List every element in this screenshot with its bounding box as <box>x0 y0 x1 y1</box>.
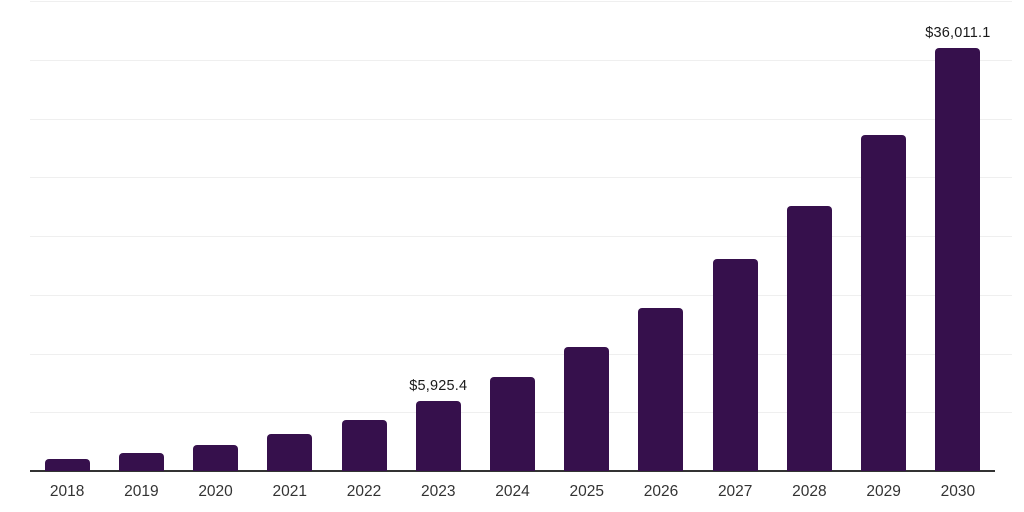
bar-2027[interactable] <box>712 259 758 471</box>
x-tick-2026: 2026 <box>643 483 679 500</box>
bar-2028[interactable] <box>786 205 832 471</box>
bar-2019[interactable] <box>118 453 164 471</box>
x-tick-2018: 2018 <box>49 483 85 500</box>
gridline <box>30 177 1012 179</box>
x-axis-line <box>30 470 995 472</box>
bar-2026[interactable] <box>638 307 684 471</box>
gridline <box>30 118 1012 120</box>
x-axis: 2018 2019 2020 2021 2022 2023 2024 2025 2026 2027… <box>30 471 995 512</box>
data-label-2023: $5,925.4 <box>409 378 468 395</box>
x-tick-2029: 2029 <box>866 483 901 500</box>
x-tick-2023: 2023 <box>421 483 456 500</box>
bar-2023[interactable] <box>415 401 461 471</box>
bar-2018[interactable] <box>44 459 90 471</box>
x-tick-2022: 2022 <box>346 483 382 500</box>
x-tick-2021: 2021 <box>272 483 308 500</box>
bar-2022[interactable] <box>341 419 387 471</box>
x-tick-2030: 2030 <box>940 483 976 500</box>
x-tick-2025: 2025 <box>569 483 604 500</box>
gridline <box>30 294 1012 296</box>
gridline <box>30 1 1012 2</box>
x-tick-2020: 2020 <box>198 483 233 500</box>
bar-2030[interactable] <box>935 47 981 471</box>
gridline <box>30 353 1012 355</box>
bar-2021[interactable] <box>267 434 313 471</box>
bar-2029[interactable] <box>861 134 907 471</box>
data-label-2030: $36,011.1 <box>925 24 991 41</box>
x-tick-2028: 2028 <box>792 483 827 500</box>
x-tick-2019: 2019 <box>124 483 159 500</box>
gridline <box>30 59 1012 61</box>
bar-2025[interactable] <box>564 346 610 471</box>
bar-2020[interactable] <box>193 445 239 471</box>
plot-area: $5,925.4 $36,011.1 <box>30 1 1012 472</box>
gridline <box>30 236 1012 237</box>
x-tick-2027: 2027 <box>717 483 753 500</box>
x-tick-2024: 2024 <box>495 483 530 500</box>
bar-2024[interactable] <box>490 377 535 471</box>
